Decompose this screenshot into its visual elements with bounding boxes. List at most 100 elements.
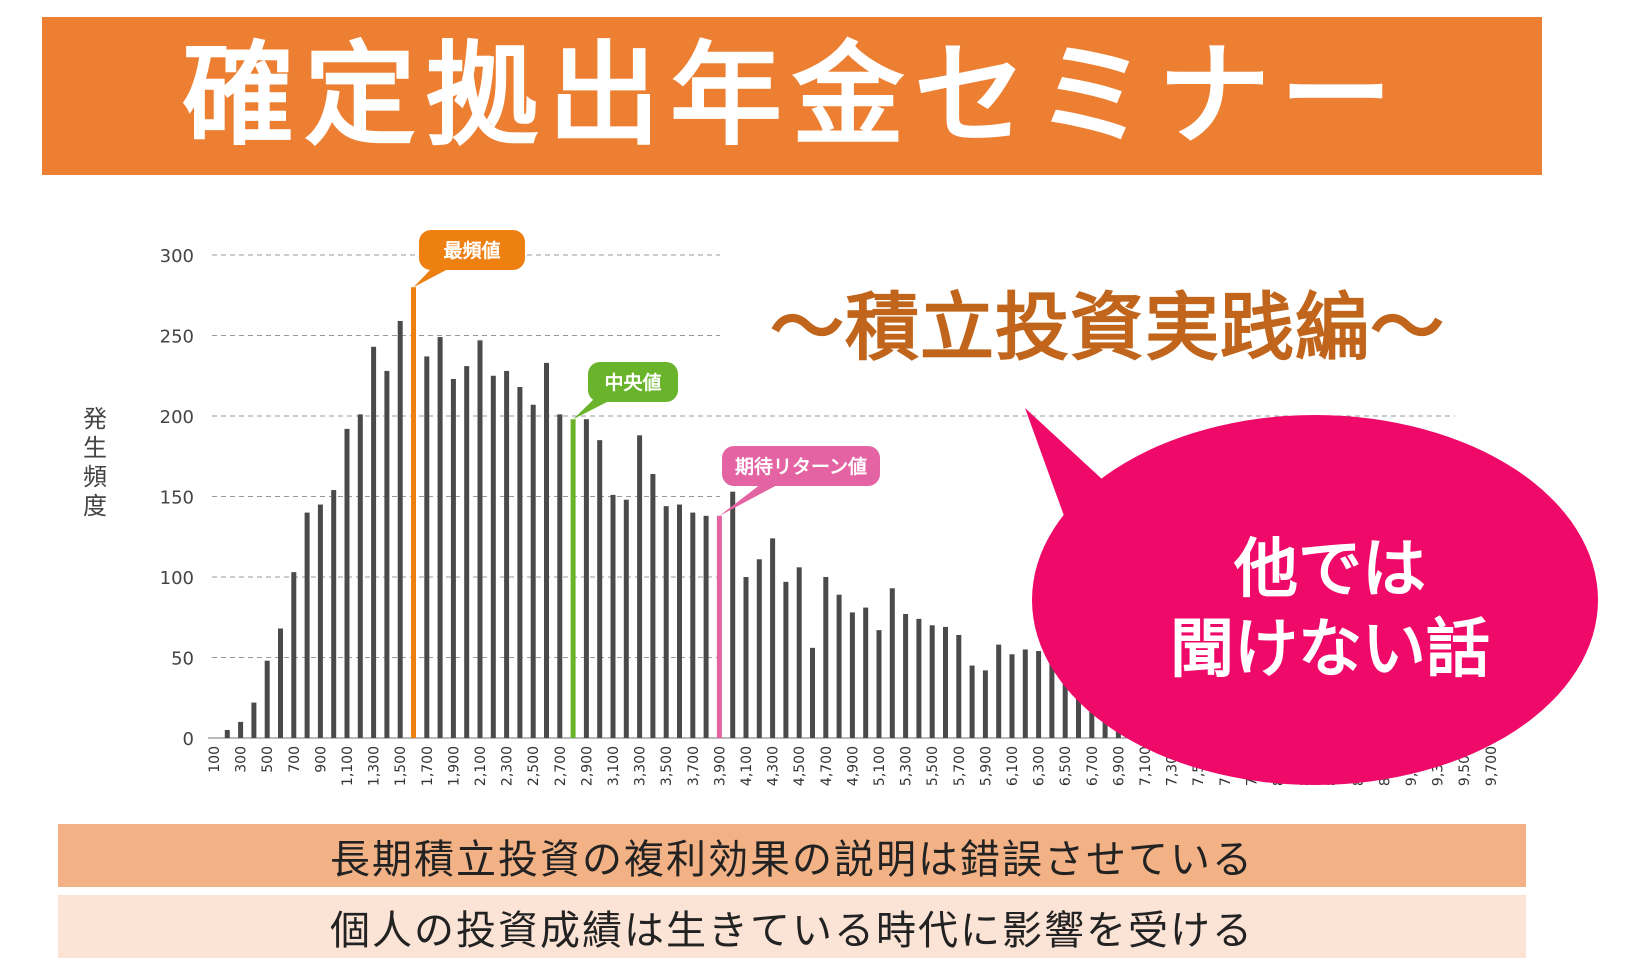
bar (424, 356, 430, 738)
bar (344, 428, 350, 738)
bar (397, 321, 403, 738)
bar (304, 512, 310, 738)
x-tick-label: 1,900 (446, 746, 462, 786)
x-tick-label: 1,500 (393, 746, 409, 786)
bar (916, 618, 922, 738)
x-tick-label: 5,300 (899, 746, 915, 786)
y-tick-label: 0 (183, 729, 194, 750)
bar (637, 435, 643, 738)
y-axis-label: 発生頻度 (83, 405, 107, 520)
bar (770, 538, 776, 738)
callout-pointer (719, 484, 779, 516)
bar (663, 506, 669, 738)
bar (477, 340, 483, 738)
bar (1049, 657, 1055, 738)
bar (530, 404, 536, 738)
x-tick-label: 4,300 (766, 746, 782, 786)
bar (504, 370, 510, 738)
x-tick-label: 6,500 (1058, 746, 1074, 786)
x-tick-label: 3,300 (633, 746, 649, 786)
bar (371, 346, 377, 738)
bar (823, 577, 829, 738)
x-tick-label: 1,700 (420, 746, 436, 786)
x-tick-label: 3,500 (659, 746, 675, 786)
bar (969, 665, 975, 738)
bubble-line-1: 他では (1234, 533, 1426, 607)
callout-label: 中央値 (604, 371, 661, 394)
bar (876, 630, 882, 738)
callout-pointer (413, 268, 450, 288)
bar (943, 626, 948, 738)
bar (264, 660, 270, 738)
callout-box (419, 230, 525, 270)
bar (517, 387, 523, 738)
x-tick-label: 6,100 (1005, 746, 1021, 786)
y-tick-label: 300 (160, 246, 194, 267)
callout-label: 最頻値 (443, 239, 500, 262)
bar (331, 490, 337, 738)
subtitle: 〜積立投資実践編〜 (770, 285, 1445, 371)
bar (677, 504, 682, 738)
x-tick-label: 5,100 (872, 746, 888, 786)
x-tick-label: 300 (234, 746, 250, 773)
x-tick-label: 5,700 (952, 746, 968, 786)
bar (238, 721, 244, 738)
bar (810, 647, 815, 738)
bar (1062, 663, 1068, 738)
x-tick-label: 2,300 (500, 746, 516, 786)
x-tick-label: 2,500 (526, 746, 542, 786)
bar (384, 370, 390, 738)
x-tick-label: 6,700 (1085, 746, 1101, 786)
bar (278, 628, 283, 738)
speech-bubble-text: 他では 聞けない話 (1060, 530, 1600, 690)
callout-label: 期待リターン値 (735, 455, 867, 478)
bar (544, 362, 549, 738)
x-tick-label: 3,700 (686, 746, 702, 786)
bar (929, 625, 935, 738)
callout-box (722, 446, 880, 486)
bar (1036, 651, 1042, 738)
bar (291, 572, 297, 738)
bar (889, 588, 895, 738)
bar (849, 612, 855, 738)
x-tick-label: 3,900 (712, 746, 728, 786)
bar (690, 512, 696, 738)
x-tick-label: 100 (207, 746, 223, 773)
highlight-bar (716, 515, 722, 738)
caption-2: 個人の投資成績は生きている時代に影響を受ける (58, 895, 1526, 958)
bar (317, 504, 323, 738)
y-tick-label: 200 (160, 407, 194, 428)
bar (464, 366, 470, 738)
bar (796, 567, 802, 738)
bar (863, 607, 869, 738)
callout-box (588, 362, 678, 402)
x-tick-label: 700 (287, 746, 303, 773)
x-tick-label: 4,900 (845, 746, 861, 786)
bar (1009, 654, 1015, 738)
caption-2-text: 個人の投資成績は生きている時代に影響を受ける (330, 907, 1254, 954)
bar (623, 499, 629, 738)
highlight-bar (411, 287, 416, 738)
x-tick-label: 7,100 (1138, 746, 1154, 786)
bar (437, 337, 443, 738)
x-tick-label: 4,700 (819, 746, 835, 786)
x-tick-label: 2,700 (553, 746, 569, 786)
bar (490, 375, 496, 738)
bar (1076, 673, 1081, 738)
caption-1: 長期積立投資の複利効果の説明は錯誤させている (58, 824, 1526, 887)
x-tick-label: 3,100 (606, 746, 622, 786)
x-tick-label: 6,900 (1111, 746, 1127, 786)
bar (1022, 649, 1028, 738)
y-tick-label: 100 (160, 568, 194, 589)
title-banner: 確定拠出年金セミナー (42, 17, 1542, 175)
bar (450, 378, 456, 738)
bar (756, 559, 762, 738)
bar (956, 634, 962, 738)
callout-pointer (573, 400, 611, 420)
bar (836, 594, 842, 738)
x-tick-label: 9,700 (1484, 746, 1500, 786)
bar (650, 473, 656, 738)
bubble-line-2: 聞けない話 (1170, 613, 1490, 687)
y-tick-label: 150 (160, 488, 194, 509)
